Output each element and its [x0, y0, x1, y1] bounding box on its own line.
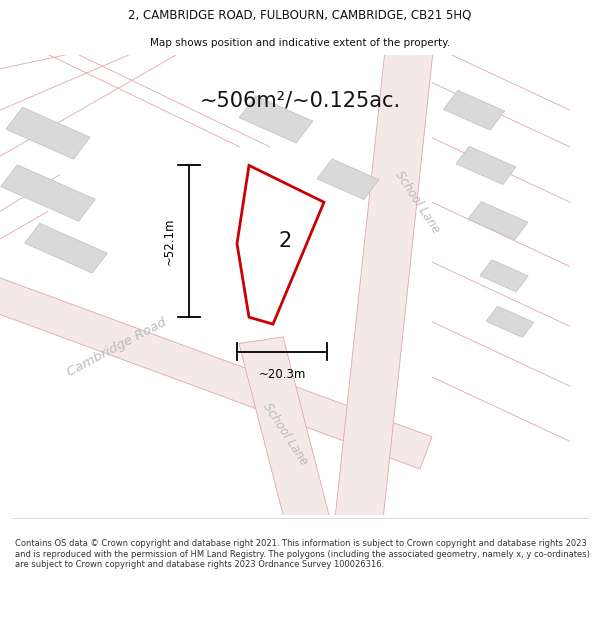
- Polygon shape: [0, 271, 432, 469]
- Polygon shape: [468, 201, 528, 240]
- Text: ~20.3m: ~20.3m: [259, 368, 305, 381]
- Polygon shape: [1, 165, 95, 221]
- Text: ~506m²/~0.125ac.: ~506m²/~0.125ac.: [199, 91, 401, 111]
- Polygon shape: [486, 306, 534, 338]
- Polygon shape: [480, 260, 528, 292]
- Text: Contains OS data © Crown copyright and database right 2021. This information is : Contains OS data © Crown copyright and d…: [15, 539, 590, 569]
- Text: 2, CAMBRIDGE ROAD, FULBOURN, CAMBRIDGE, CB21 5HQ: 2, CAMBRIDGE ROAD, FULBOURN, CAMBRIDGE, …: [128, 9, 472, 22]
- Polygon shape: [443, 90, 505, 130]
- Text: School Lane: School Lane: [260, 401, 310, 468]
- Polygon shape: [239, 96, 313, 143]
- Text: Map shows position and indicative extent of the property.: Map shows position and indicative extent…: [150, 38, 450, 48]
- Text: School Lane: School Lane: [392, 169, 442, 236]
- Polygon shape: [317, 159, 379, 199]
- Polygon shape: [239, 337, 334, 541]
- Text: Cambridge Road: Cambridge Road: [65, 316, 169, 379]
- Text: 2: 2: [279, 231, 292, 251]
- Polygon shape: [25, 223, 107, 273]
- Polygon shape: [333, 31, 435, 539]
- Polygon shape: [6, 107, 90, 159]
- Text: ~52.1m: ~52.1m: [163, 217, 176, 265]
- Polygon shape: [456, 146, 516, 184]
